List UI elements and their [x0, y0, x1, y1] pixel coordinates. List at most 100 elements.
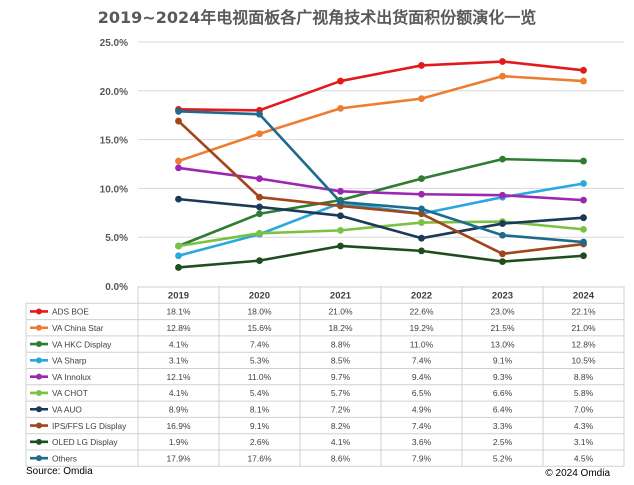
data-point [580, 196, 587, 204]
data-label: 18.0% [247, 307, 272, 317]
y-tick-label: 25.0% [100, 38, 128, 49]
data-label: 12.8% [166, 323, 191, 333]
data-label: 4.5% [574, 453, 594, 463]
data-label: 4.3% [574, 421, 594, 431]
data-label: 9.7% [331, 372, 351, 382]
data-point [580, 66, 587, 74]
x-tick-label: 2023 [492, 291, 513, 302]
data-point [580, 214, 587, 222]
series-line [177, 120, 584, 256]
data-point [256, 203, 263, 211]
x-tick-label: 2021 [330, 291, 352, 302]
data-label: 16.9% [166, 421, 191, 431]
data-point [337, 226, 344, 234]
data-point [580, 238, 587, 246]
data-point [175, 252, 182, 260]
series-line [178, 157, 584, 248]
data-point [256, 257, 263, 265]
data-point [256, 110, 263, 118]
data-label: 2.6% [250, 437, 270, 447]
data-point [175, 242, 182, 250]
data-label: 7.4% [250, 339, 270, 349]
data-point [337, 242, 344, 250]
legend-label: VA HKC Display [52, 339, 112, 349]
data-point [418, 210, 425, 218]
data-table: 2019 2020 2021 2022 2023 2024 ADS BOE 18.1% 18.0… [25, 286, 625, 467]
data-label: 18.2% [328, 323, 353, 333]
chart-title: 2019~2024年电视面板各广视角技术出货面积份额演化一览 [97, 8, 537, 27]
data-label: 6.4% [493, 404, 513, 414]
y-tick-label: 15.0% [100, 136, 128, 147]
y-tick-label: 20.0% [100, 87, 128, 98]
data-point [499, 191, 506, 199]
data-label: 6.5% [412, 388, 432, 398]
legend-label: VA Sharp [52, 356, 87, 366]
data-label: 21.0% [571, 323, 596, 333]
y-tick-label: 5.0% [105, 233, 128, 244]
legend-key-marker [36, 324, 42, 331]
series-line [178, 197, 584, 240]
series-line [178, 109, 584, 244]
data-point [337, 187, 344, 195]
data-point [175, 164, 182, 172]
y-tick-label: 10.0% [100, 184, 128, 195]
legend-label: ADS BOE [52, 307, 89, 317]
data-point [175, 264, 182, 271]
copyright-note: © 2024 Omdia [545, 468, 610, 479]
legend-key-marker [36, 373, 42, 380]
data-point [337, 212, 344, 220]
data-point [580, 77, 587, 85]
data-label: 10.5% [571, 356, 596, 366]
data-label: 7.4% [412, 356, 432, 366]
legend-label: VA Innolux [52, 372, 92, 382]
data-point [499, 231, 506, 239]
data-point [175, 157, 182, 165]
data-point [337, 104, 344, 112]
legend-key-marker [36, 455, 42, 462]
data-label: 8.6% [331, 453, 351, 463]
data-point [418, 95, 425, 103]
legend-label: OLED LG Display [52, 437, 118, 447]
data-label: 9.4% [412, 372, 432, 382]
data-point [418, 62, 425, 69]
x-tick-label: 2022 [411, 291, 432, 302]
data-label: 8.1% [250, 404, 270, 414]
data-label: 19.2% [409, 323, 434, 333]
data-label: 9.1% [250, 421, 270, 431]
data-point [418, 234, 425, 242]
legend-key-marker [36, 357, 42, 364]
data-label: 5.7% [331, 388, 351, 398]
data-label: 12.8% [571, 339, 596, 349]
data-point [418, 190, 425, 198]
data-label: 7.4% [412, 421, 432, 431]
data-label: 4.1% [331, 437, 351, 447]
data-label: 9.1% [493, 356, 513, 366]
legend-key-marker [36, 341, 42, 348]
series-lines [175, 58, 587, 271]
data-label: 5.8% [574, 388, 594, 398]
data-label: 4.1% [169, 388, 189, 398]
data-point [499, 72, 506, 80]
data-label: 7.9% [412, 453, 432, 463]
x-tick-label: 2024 [573, 291, 595, 302]
data-point [175, 107, 182, 115]
data-point [256, 130, 263, 138]
data-label: 8.8% [331, 339, 351, 349]
series-line [178, 182, 584, 258]
legend-label: VA AUO [52, 404, 82, 414]
data-point [499, 220, 506, 227]
data-label: 23.0% [490, 307, 515, 317]
data-point [418, 247, 425, 255]
data-label: 7.2% [331, 404, 351, 414]
data-label: 21.5% [490, 323, 515, 333]
source-note: Source: Omdia [26, 466, 93, 477]
data-label: 11.0% [410, 339, 434, 349]
data-label: 4.1% [169, 339, 189, 349]
data-label: 3.3% [493, 421, 513, 431]
data-point [499, 250, 506, 258]
data-label: 9.3% [493, 372, 513, 382]
legend-key-marker [36, 438, 42, 445]
data-point [256, 210, 263, 218]
data-label: 1.9% [169, 437, 189, 447]
data-label: 3.1% [574, 437, 594, 447]
